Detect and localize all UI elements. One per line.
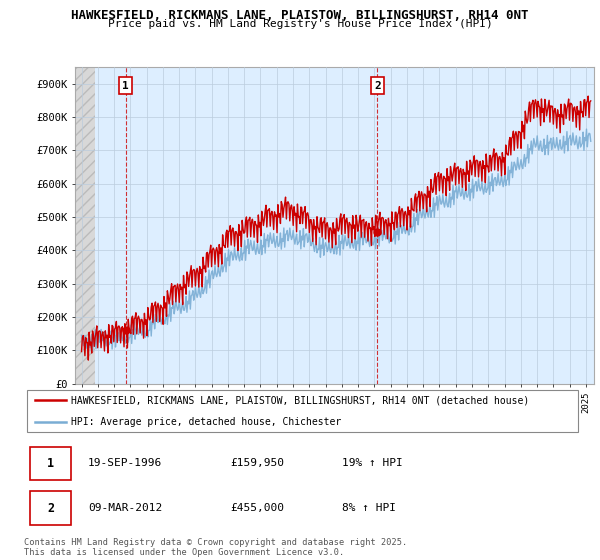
FancyBboxPatch shape	[27, 390, 578, 432]
Text: HAWKESFIELD, RICKMANS LANE, PLAISTOW, BILLINGSHURST, RH14 0NT: HAWKESFIELD, RICKMANS LANE, PLAISTOW, BI…	[71, 9, 529, 22]
Text: Contains HM Land Registry data © Crown copyright and database right 2025.
This d: Contains HM Land Registry data © Crown c…	[24, 538, 407, 557]
FancyBboxPatch shape	[29, 447, 71, 480]
Text: 19% ↑ HPI: 19% ↑ HPI	[342, 459, 403, 468]
FancyBboxPatch shape	[29, 492, 71, 525]
Text: 1: 1	[122, 81, 129, 91]
Text: HPI: Average price, detached house, Chichester: HPI: Average price, detached house, Chic…	[71, 417, 341, 427]
Text: 2: 2	[374, 81, 381, 91]
Text: HAWKESFIELD, RICKMANS LANE, PLAISTOW, BILLINGSHURST, RH14 0NT (detached house): HAWKESFIELD, RICKMANS LANE, PLAISTOW, BI…	[71, 395, 530, 405]
Text: 8% ↑ HPI: 8% ↑ HPI	[342, 503, 396, 513]
Text: 09-MAR-2012: 09-MAR-2012	[88, 503, 163, 513]
Text: 1: 1	[47, 457, 54, 470]
Text: 19-SEP-1996: 19-SEP-1996	[88, 459, 163, 468]
Text: Price paid vs. HM Land Registry's House Price Index (HPI): Price paid vs. HM Land Registry's House …	[107, 19, 493, 29]
Text: 2: 2	[47, 502, 54, 515]
Text: £455,000: £455,000	[230, 503, 284, 513]
Text: £159,950: £159,950	[230, 459, 284, 468]
